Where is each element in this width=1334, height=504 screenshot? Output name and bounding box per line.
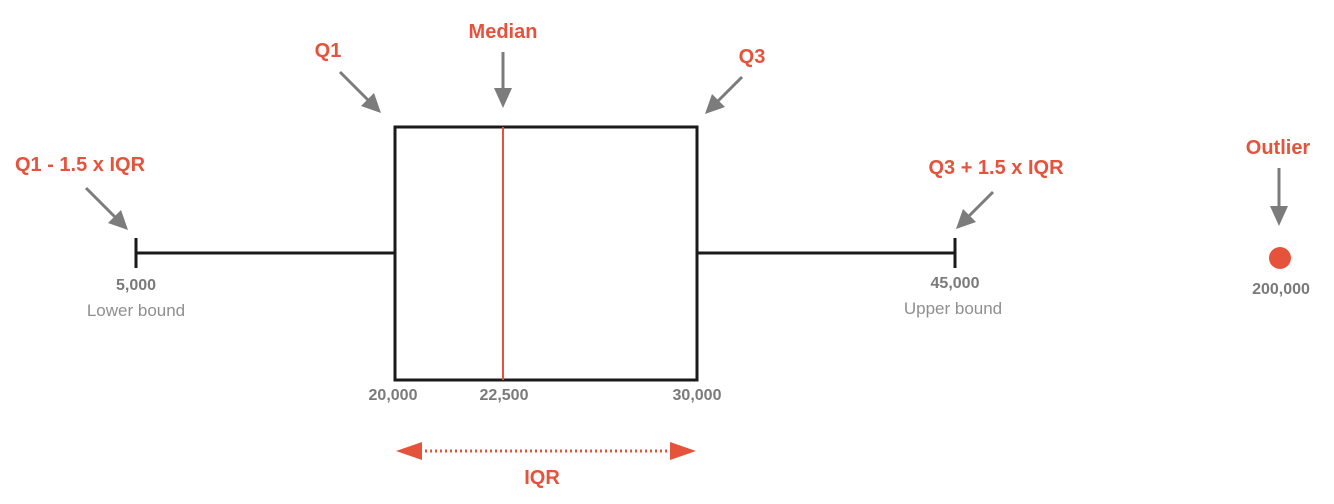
outlier-label: Outlier [1246, 137, 1311, 159]
upper-bound-value: 45,000 [931, 275, 980, 292]
double-headed-arrow-icon [396, 442, 696, 460]
outlier-point [1269, 247, 1291, 269]
diagonal-arrow-icon [84, 186, 128, 230]
lower-bound-caption: Lower bound [87, 301, 185, 320]
diagonal-arrow-icon [338, 70, 381, 113]
lower-fence-label: Q1 - 1.5 x IQR [15, 154, 146, 176]
q3-label: Q3 [739, 46, 766, 68]
q1-value: 20,000 [369, 387, 418, 404]
diagonal-arrow-icon [956, 190, 995, 229]
down-arrow-icon [1270, 168, 1288, 226]
median-label: Median [469, 21, 538, 43]
q3-value: 30,000 [673, 387, 722, 404]
iqr-label: IQR [524, 467, 560, 489]
q1-label: Q1 [315, 40, 342, 62]
upper-bound-caption: Upper bound [904, 299, 1002, 318]
diagonal-arrow-icon [705, 75, 744, 114]
down-arrow-icon [494, 52, 512, 108]
outlier-value: 200,000 [1252, 281, 1310, 298]
median-value: 22,500 [480, 387, 529, 404]
lower-bound-value: 5,000 [116, 277, 156, 294]
upper-fence-label: Q3 + 1.5 x IQR [928, 157, 1064, 179]
iqr-box [393, 125, 699, 382]
